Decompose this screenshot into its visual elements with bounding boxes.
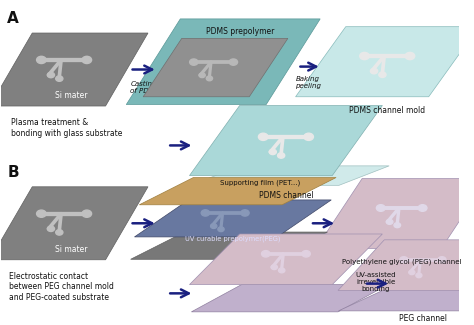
- Text: PDMS prepolymer: PDMS prepolymer: [206, 27, 275, 36]
- Ellipse shape: [302, 251, 310, 257]
- Polygon shape: [191, 166, 389, 185]
- Text: Baking
peeling: Baking peeling: [295, 76, 321, 89]
- Ellipse shape: [418, 205, 427, 211]
- Ellipse shape: [201, 210, 210, 216]
- Ellipse shape: [82, 210, 91, 217]
- Ellipse shape: [394, 223, 401, 228]
- Ellipse shape: [229, 59, 237, 65]
- Polygon shape: [131, 232, 328, 259]
- Polygon shape: [0, 187, 148, 260]
- Polygon shape: [191, 285, 388, 312]
- Text: PDMS channel: PDMS channel: [259, 191, 313, 200]
- Ellipse shape: [405, 52, 415, 60]
- Polygon shape: [126, 19, 320, 105]
- Polygon shape: [143, 38, 288, 97]
- Ellipse shape: [379, 72, 386, 77]
- Ellipse shape: [371, 68, 378, 74]
- Polygon shape: [338, 240, 474, 291]
- Ellipse shape: [271, 265, 277, 270]
- Ellipse shape: [241, 210, 249, 216]
- Polygon shape: [135, 200, 331, 237]
- Ellipse shape: [400, 257, 408, 263]
- Text: Plasma treatment &
bonding with glass substrate: Plasma treatment & bonding with glass su…: [11, 118, 122, 137]
- Text: UV curable prepolymer(PEG): UV curable prepolymer(PEG): [185, 236, 281, 242]
- Polygon shape: [190, 106, 383, 176]
- Ellipse shape: [206, 76, 212, 81]
- Text: UV-assisted
irreversible
bonding: UV-assisted irreversible bonding: [356, 272, 396, 292]
- Ellipse shape: [262, 251, 270, 257]
- Text: Polyethylene glycol (PEG) channel: Polyethylene glycol (PEG) channel: [342, 258, 461, 265]
- Text: Si mater: Si mater: [55, 91, 87, 100]
- Ellipse shape: [199, 73, 205, 78]
- Ellipse shape: [438, 257, 446, 263]
- Polygon shape: [139, 177, 336, 205]
- Ellipse shape: [278, 153, 285, 158]
- Text: Supporting film (PET...): Supporting film (PET...): [220, 179, 300, 186]
- Text: Casting
of PDMS: Casting of PDMS: [129, 81, 159, 94]
- Polygon shape: [316, 178, 474, 249]
- Ellipse shape: [360, 52, 369, 60]
- Ellipse shape: [218, 227, 224, 232]
- Polygon shape: [190, 234, 383, 285]
- Ellipse shape: [56, 76, 63, 81]
- Ellipse shape: [416, 273, 422, 278]
- Text: Si mater: Si mater: [55, 245, 87, 254]
- Ellipse shape: [47, 72, 55, 78]
- Text: PEG channel: PEG channel: [399, 314, 447, 323]
- Ellipse shape: [258, 133, 268, 140]
- Polygon shape: [296, 27, 474, 97]
- Ellipse shape: [386, 219, 393, 224]
- Ellipse shape: [190, 59, 198, 65]
- Ellipse shape: [376, 205, 385, 211]
- Ellipse shape: [36, 56, 46, 64]
- Ellipse shape: [210, 224, 217, 228]
- Polygon shape: [0, 33, 148, 106]
- Text: PDMS channel mold: PDMS channel mold: [349, 107, 425, 115]
- Text: A: A: [7, 11, 19, 26]
- Ellipse shape: [279, 268, 285, 273]
- Text: B: B: [7, 165, 19, 180]
- Ellipse shape: [304, 133, 313, 140]
- Ellipse shape: [409, 270, 415, 275]
- Ellipse shape: [36, 210, 46, 217]
- Polygon shape: [338, 290, 474, 311]
- Ellipse shape: [269, 149, 276, 155]
- Ellipse shape: [56, 230, 63, 235]
- Ellipse shape: [82, 56, 91, 64]
- Ellipse shape: [47, 226, 55, 231]
- Text: Electrostatic contact
between PEG channel mold
and PEG-coated substrate: Electrostatic contact between PEG channe…: [9, 272, 114, 302]
